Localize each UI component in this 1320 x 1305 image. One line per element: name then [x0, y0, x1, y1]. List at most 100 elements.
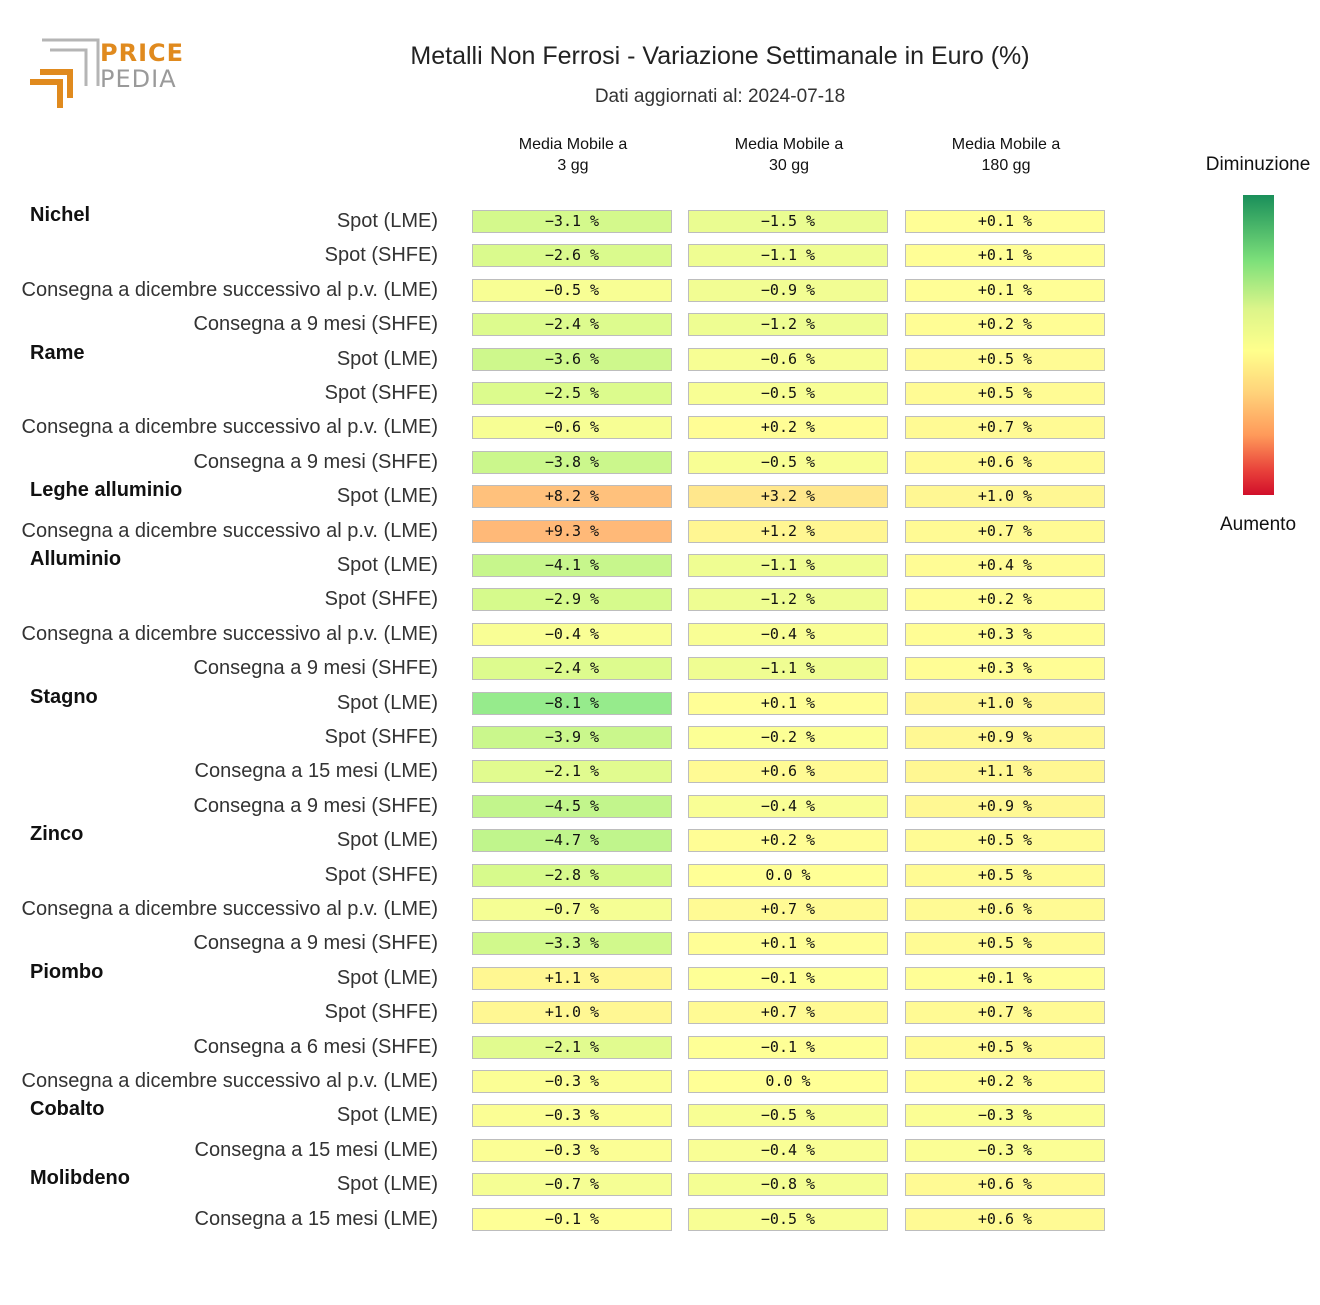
logo-wordmark: PRICE PEDIA: [100, 40, 184, 92]
value-cell: −1.1 %: [688, 244, 888, 268]
value-cell: +0.6 %: [905, 450, 1105, 474]
value-cell: +0.1 %: [905, 966, 1105, 990]
row-label: Spot (LME): [336, 1104, 438, 1127]
row-label: Consegna a 9 mesi (SHFE): [193, 932, 438, 955]
value-cell: 0.0 %: [688, 1070, 888, 1093]
value-cell: +0.7 %: [688, 898, 888, 921]
value-cell: −0.6 %: [472, 416, 672, 440]
value-cell: +1.0 %: [905, 691, 1105, 715]
row-label: Consegna a dicembre successivo al p.v. (…: [21, 416, 438, 439]
row-label: Consegna a dicembre successivo al p.v. (…: [21, 622, 438, 645]
value-cell: +1.1 %: [905, 760, 1105, 784]
value-cell: +0.6 %: [905, 1173, 1105, 1197]
value-cell: −0.9 %: [688, 278, 888, 302]
chart-title: Metalli Non Ferrosi - Variazione Settima…: [410, 42, 1030, 70]
value-cell: −2.4 %: [472, 313, 672, 337]
value-cell: −1.1 %: [688, 657, 888, 681]
value-cell: +0.1 %: [688, 932, 888, 956]
value-cell: +0.5 %: [905, 382, 1105, 405]
value-cell: +1.0 %: [472, 1001, 672, 1025]
value-cell: +0.7 %: [905, 416, 1105, 440]
row-label: Consegna a 15 mesi (LME): [194, 1207, 438, 1230]
value-cell: −0.3 %: [472, 1138, 672, 1162]
row-label: Consegna a 15 mesi (LME): [194, 1138, 438, 1161]
value-cell: −0.7 %: [472, 1173, 672, 1197]
color-scale-bar: [1243, 195, 1274, 495]
value-cell: −1.2 %: [688, 313, 888, 337]
metal-group-label: Nichel: [30, 204, 91, 226]
value-cell: −0.3 %: [472, 1070, 672, 1093]
row-label: Consegna a dicembre successivo al p.v. (…: [21, 898, 438, 920]
row-label: Spot (LME): [336, 966, 438, 989]
value-cell: −0.3 %: [905, 1138, 1105, 1162]
column-header-line: Media Mobile a: [734, 136, 844, 153]
value-cell: +0.1 %: [905, 210, 1105, 233]
value-cell: +0.2 %: [688, 416, 888, 440]
value-cell: −2.9 %: [472, 588, 672, 612]
value-cell: +0.1 %: [905, 244, 1105, 268]
row-label: Consegna a dicembre successivo al p.v. (…: [21, 519, 438, 542]
value-cell: −1.1 %: [688, 554, 888, 577]
value-cell: +0.3 %: [905, 622, 1105, 646]
value-cell: −2.4 %: [472, 657, 672, 681]
value-cell: −0.5 %: [688, 1207, 888, 1231]
row-label: Spot (LME): [336, 1173, 438, 1196]
value-cell: +3.2 %: [688, 485, 888, 509]
value-cell: −2.8 %: [472, 863, 672, 887]
row-label: Consegna a 9 mesi (SHFE): [193, 450, 438, 473]
pricepedia-logo: [30, 38, 100, 108]
value-cell: +0.9 %: [905, 726, 1105, 749]
value-cell: +0.7 %: [688, 1001, 888, 1025]
value-cell: +0.1 %: [905, 278, 1105, 302]
value-cell: +0.5 %: [905, 347, 1105, 371]
value-cell: +0.5 %: [905, 863, 1105, 887]
value-cell: −0.7 %: [472, 898, 672, 921]
value-cell: −0.2 %: [688, 726, 888, 749]
value-cell: −0.5 %: [688, 1104, 888, 1128]
value-cell: +1.2 %: [688, 519, 888, 543]
column-header-line: 30 gg: [768, 157, 810, 174]
value-cell: −0.8 %: [688, 1173, 888, 1197]
row-label: Spot (SHFE): [324, 1001, 438, 1024]
value-cell: −4.5 %: [472, 794, 672, 818]
column-header-line: 180 gg: [981, 157, 1031, 174]
metal-group-label: Piombo: [30, 960, 104, 983]
row-label: Spot (LME): [336, 485, 438, 508]
value-cell: −0.3 %: [905, 1104, 1105, 1128]
value-cell: +9.3 %: [472, 519, 672, 543]
column-header-line: Media Mobile a: [518, 136, 628, 153]
value-cell: +0.6 %: [688, 760, 888, 784]
value-cell: −0.6 %: [688, 347, 888, 371]
value-cell: −3.6 %: [472, 347, 672, 371]
value-cell: −2.5 %: [472, 382, 672, 405]
value-cell: −3.9 %: [472, 726, 672, 749]
row-label: Consegna a dicembre successivo al p.v. (…: [21, 278, 438, 301]
metal-group-label: Molibdeno: [30, 1167, 130, 1190]
row-label: Spot (LME): [336, 829, 438, 852]
column-header-3: Media Mobile a 180 gg: [905, 134, 1107, 176]
value-cell: −0.1 %: [688, 966, 888, 990]
value-cell: −3.8 %: [472, 450, 672, 474]
value-cell: −0.1 %: [688, 1035, 888, 1059]
value-cell: +0.4 %: [905, 554, 1105, 577]
metal-group-label: Rame: [30, 341, 85, 364]
value-cell: 0.0 %: [688, 863, 888, 887]
metal-group-label: Leghe alluminio: [30, 479, 183, 502]
value-cell: −0.4 %: [688, 1138, 888, 1162]
value-cell: −2.6 %: [472, 244, 672, 268]
logo-line2: PEDIA: [100, 65, 177, 93]
value-cell: +0.7 %: [905, 519, 1105, 543]
value-cell: −0.4 %: [688, 794, 888, 818]
row-label: Spot (SHFE): [324, 382, 438, 404]
value-cell: +0.5 %: [905, 932, 1105, 956]
value-cell: −0.5 %: [472, 278, 672, 302]
column-header-2: Media Mobile a 30 gg: [688, 134, 890, 176]
value-cell: −0.1 %: [472, 1207, 672, 1231]
value-cell: −1.2 %: [688, 588, 888, 612]
row-label: Consegna a dicembre successivo al p.v. (…: [21, 1070, 438, 1092]
metal-group-label: Stagno: [30, 685, 98, 708]
metal-group-label: Cobalto: [30, 1098, 105, 1121]
column-header-1: Media Mobile a 3 gg: [472, 134, 674, 176]
row-label: Consegna a 15 mesi (LME): [194, 760, 438, 783]
value-cell: +0.5 %: [905, 829, 1105, 853]
